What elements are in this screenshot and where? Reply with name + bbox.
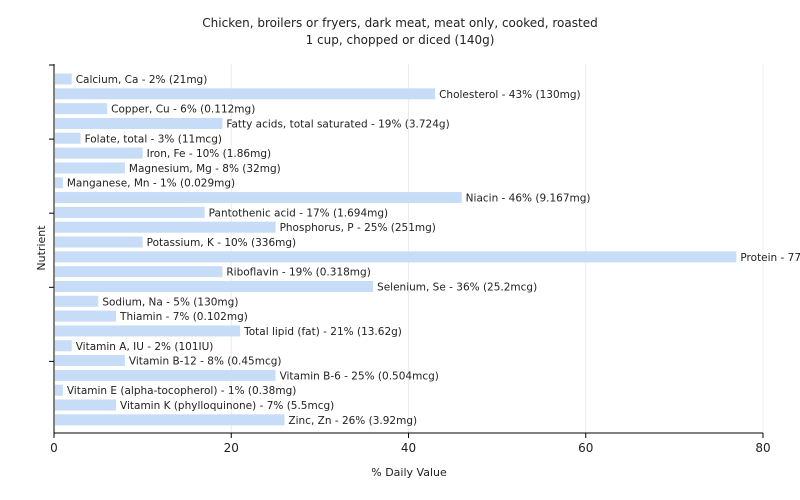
data-label: Riboflavin - 19% (0.318mg) xyxy=(226,267,370,279)
bar xyxy=(55,206,205,218)
data-labels: Calcium, Ca - 2% (21mg) Cholesterol - 43%… xyxy=(67,74,800,427)
data-label: Vitamin K (phylloquinone) - 7% (5.5mcg) xyxy=(120,400,334,412)
bar xyxy=(55,192,462,204)
bar xyxy=(55,340,72,352)
data-label: Magnesium, Mg - 8% (32mg) xyxy=(129,163,281,175)
data-label: Vitamin E (alpha-tocopherol) - 1% (0.38m… xyxy=(67,385,296,397)
bar xyxy=(55,177,63,189)
data-label: Pantothenic acid - 17% (1.694mg) xyxy=(209,207,388,219)
data-label: Protein - 77% (38.32g) xyxy=(740,252,800,264)
data-label: Vitamin B-12 - 8% (0.45mcg) xyxy=(129,356,282,368)
data-label: Manganese, Mn - 1% (0.029mg) xyxy=(67,178,235,190)
bar xyxy=(55,147,143,159)
data-label: Calcium, Ca - 2% (21mg) xyxy=(76,74,208,86)
x-tick-label: 20 xyxy=(224,441,239,455)
data-label: Zinc, Zn - 26% (3.92mg) xyxy=(288,415,417,427)
bar xyxy=(55,221,276,233)
data-label: Selenium, Se - 36% (25.2mcg) xyxy=(377,281,537,293)
chart-title: Chicken, broilers or fryers, dark meat, … xyxy=(202,16,597,30)
chart-subtitle: 1 cup, chopped or diced (140g) xyxy=(306,33,495,47)
data-label: Sodium, Na - 5% (130mg) xyxy=(102,296,238,308)
y-axis-label: Nutrient xyxy=(35,225,48,271)
bar xyxy=(55,384,63,396)
bar xyxy=(55,236,143,248)
data-label: Iron, Fe - 10% (1.86mg) xyxy=(147,148,271,160)
data-label: Niacin - 46% (9.167mg) xyxy=(466,193,591,205)
data-label: Vitamin A, IU - 2% (101IU) xyxy=(76,341,214,353)
bar xyxy=(55,369,276,381)
bar xyxy=(55,251,737,263)
data-label: Cholesterol - 43% (130mg) xyxy=(439,89,581,101)
data-label: Total lipid (fat) - 21% (13.62g) xyxy=(243,326,402,338)
bar xyxy=(55,355,125,367)
bar xyxy=(55,103,108,115)
bars xyxy=(55,73,737,426)
bar xyxy=(55,117,223,129)
bar xyxy=(55,162,125,174)
x-tick-label: 40 xyxy=(401,441,416,455)
x-axis-label: % Daily Value xyxy=(371,466,447,479)
x-tick-label: 0 xyxy=(50,441,58,455)
bar xyxy=(55,399,117,411)
bar xyxy=(55,414,285,426)
axes: 0 20 40 60 80 xyxy=(49,64,771,455)
data-label: Thiamin - 7% (0.102mg) xyxy=(119,311,248,323)
bar xyxy=(55,73,72,85)
data-label: Fatty acids, total saturated - 19% (3.72… xyxy=(226,118,449,130)
bar xyxy=(55,310,117,322)
bar xyxy=(55,295,99,307)
data-label: Folate, total - 3% (11mcg) xyxy=(85,133,222,145)
x-tick-label: 80 xyxy=(755,441,770,455)
data-label: Copper, Cu - 6% (0.112mg) xyxy=(111,104,255,116)
data-label: Potassium, K - 10% (336mg) xyxy=(147,237,297,249)
data-label: Vitamin B-6 - 25% (0.504mcg) xyxy=(280,370,439,382)
x-tick-label: 60 xyxy=(578,441,593,455)
bar xyxy=(55,325,241,337)
bar xyxy=(55,266,223,278)
bar xyxy=(55,88,436,100)
bar xyxy=(55,280,374,292)
bar xyxy=(55,132,81,144)
data-label: Phosphorus, P - 25% (251mg) xyxy=(280,222,436,234)
